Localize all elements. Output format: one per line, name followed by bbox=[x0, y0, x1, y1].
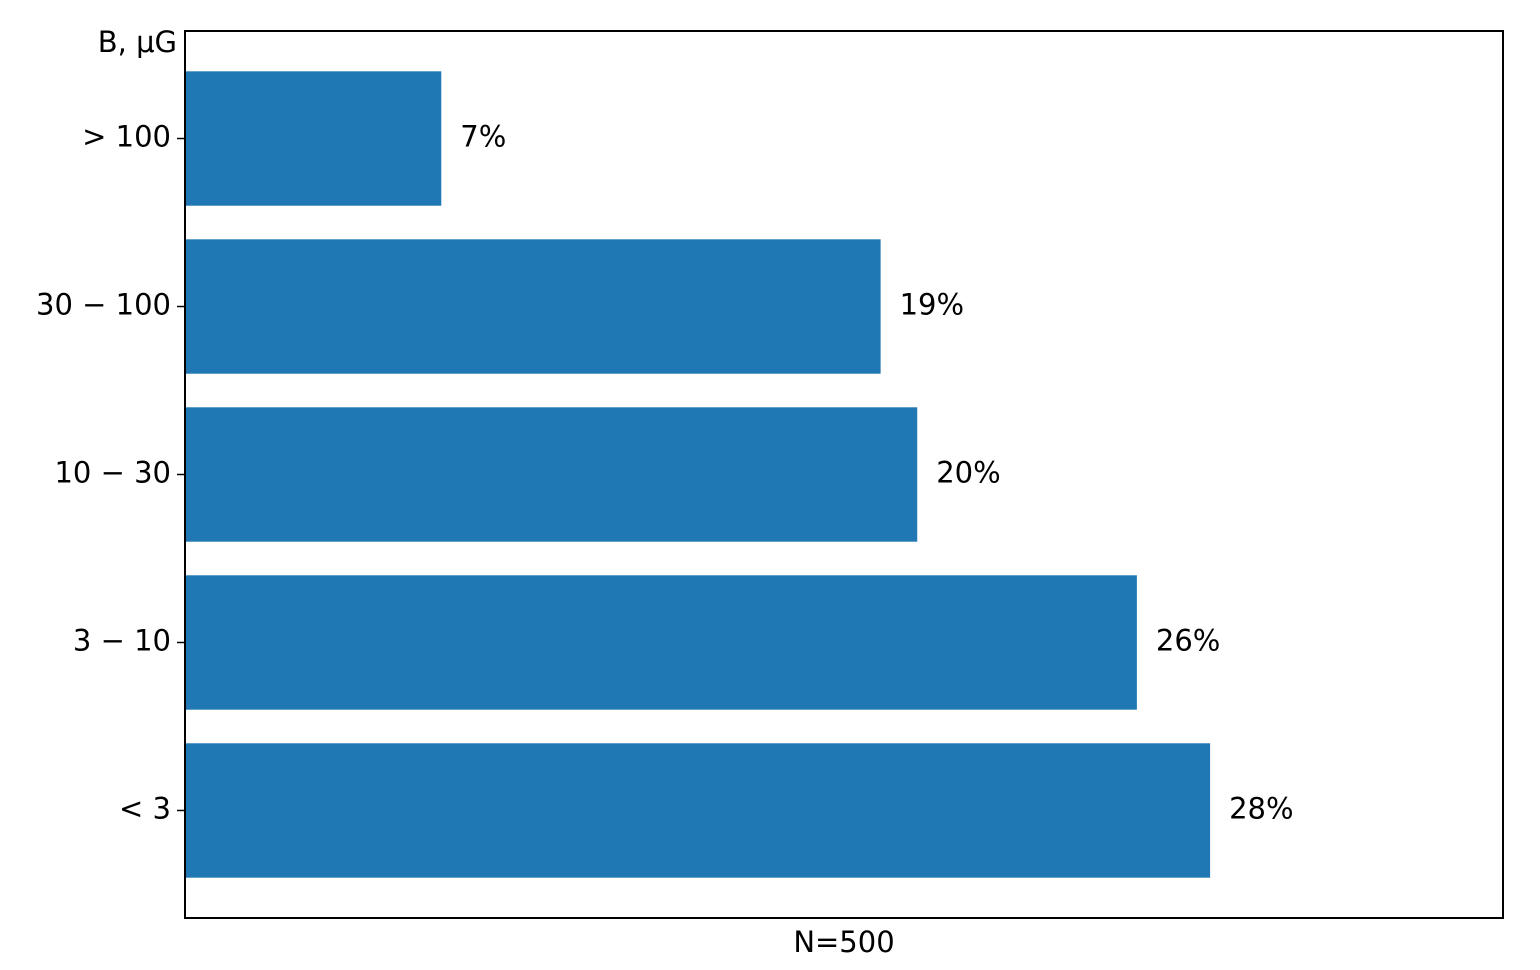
value-label: 28% bbox=[1229, 791, 1293, 825]
plot-frame bbox=[184, 30, 1504, 919]
value-label: 20% bbox=[936, 456, 1000, 490]
y-tick-label: 10 − 30 bbox=[54, 456, 171, 490]
bar bbox=[185, 575, 1137, 710]
x-axis-label: N=500 bbox=[793, 925, 894, 959]
bar bbox=[185, 239, 881, 374]
y-tick-label: 3 − 10 bbox=[73, 623, 171, 657]
y-tick-label: 30 − 100 bbox=[36, 288, 171, 322]
value-label: 19% bbox=[900, 288, 964, 322]
value-label: 7% bbox=[460, 120, 506, 154]
bar bbox=[185, 71, 442, 206]
y-tick-label: > 100 bbox=[82, 120, 171, 154]
y-tick-label: < 3 bbox=[119, 791, 171, 825]
bar bbox=[185, 407, 918, 542]
value-label: 26% bbox=[1156, 623, 1220, 657]
y-axis-label: B, μG bbox=[98, 25, 177, 59]
bar bbox=[185, 743, 1211, 878]
